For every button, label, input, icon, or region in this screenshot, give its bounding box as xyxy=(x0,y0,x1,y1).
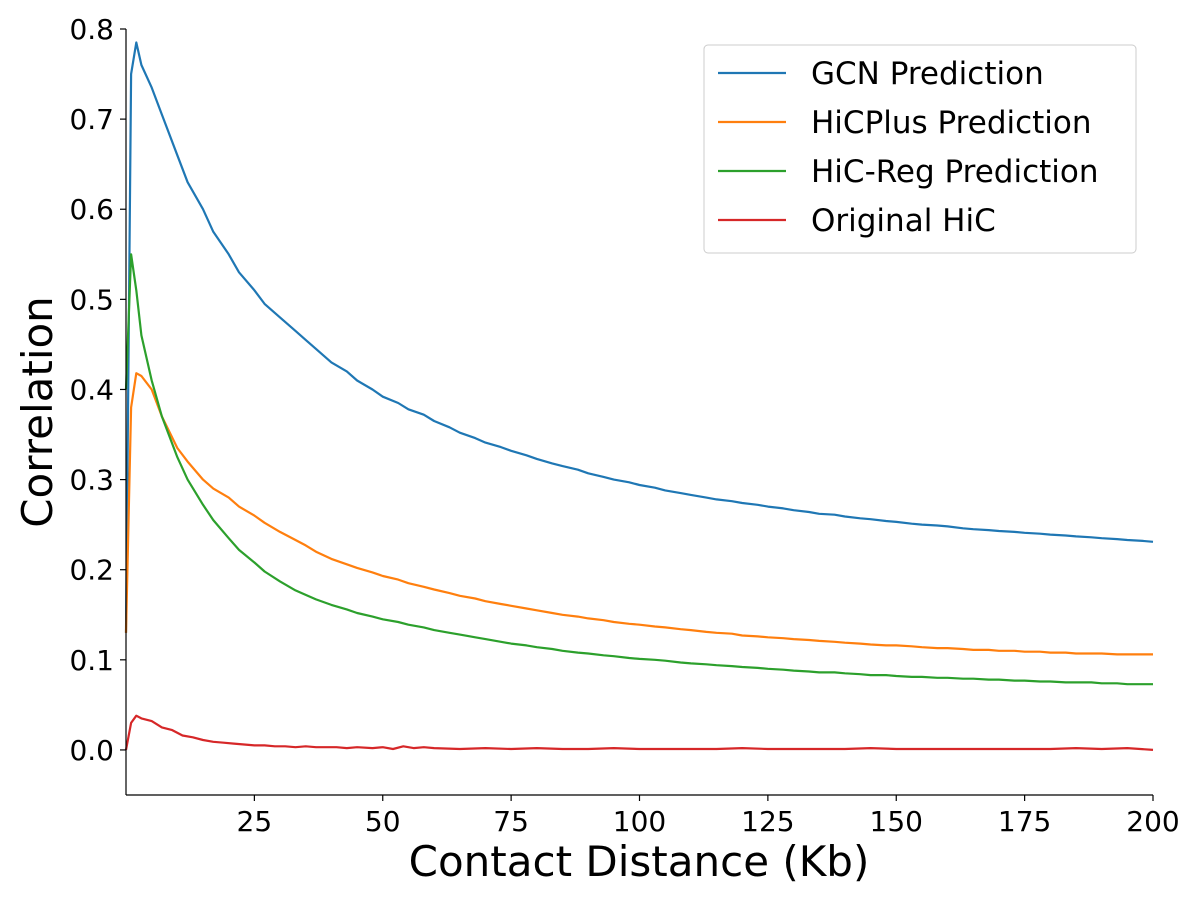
y-tick-label: 0.5 xyxy=(69,283,114,316)
x-tick-label: 100 xyxy=(613,805,666,838)
y-tick-label: 0.1 xyxy=(69,644,114,677)
x-tick-label: 50 xyxy=(365,805,401,838)
x-tick-label: 200 xyxy=(1126,805,1179,838)
legend-label-4: Original HiC xyxy=(811,203,996,239)
series-line-3 xyxy=(124,253,1153,686)
x-tick-label: 125 xyxy=(741,805,794,838)
y-tick-label: 0.8 xyxy=(69,13,114,46)
x-ticks: 25 50 75 100 125 150 175 200 xyxy=(237,795,1180,838)
legend-label-3: HiC-Reg Prediction xyxy=(811,154,1099,190)
y-tick-label: 0.4 xyxy=(69,373,114,406)
series-line-4 xyxy=(124,714,1154,751)
x-tick-label: 75 xyxy=(493,805,529,838)
y-ticks: 0.0 0.1 0.2 0.3 0.4 0.5 0.6 0.7 0.8 xyxy=(69,13,126,767)
series-line-2 xyxy=(124,372,1153,656)
y-tick-label: 0.0 xyxy=(69,734,114,767)
series-layer xyxy=(124,41,1154,751)
x-tick-label: 25 xyxy=(237,805,273,838)
legend: GCN Prediction HiCPlus Prediction HiC-Reg … xyxy=(703,44,1137,254)
legend-box xyxy=(703,44,1137,254)
x-axis-title: Contact Distance (Kb) xyxy=(409,837,870,886)
y-tick-label: 0.6 xyxy=(69,193,114,226)
x-tick-label: 175 xyxy=(998,805,1051,838)
legend-label-2: HiCPlus Prediction xyxy=(811,105,1092,141)
series-line-1 xyxy=(124,41,1154,633)
y-tick-label: 0.2 xyxy=(69,554,114,587)
y-tick-label: 0.3 xyxy=(69,464,114,497)
y-tick-label: 0.7 xyxy=(69,103,114,136)
x-tick-label: 150 xyxy=(870,805,923,838)
y-axis-title: Correlation xyxy=(13,296,62,528)
legend-label-1: GCN Prediction xyxy=(811,56,1044,92)
legend-entries: GCN Prediction HiCPlus Prediction HiC-Reg … xyxy=(718,56,1099,239)
